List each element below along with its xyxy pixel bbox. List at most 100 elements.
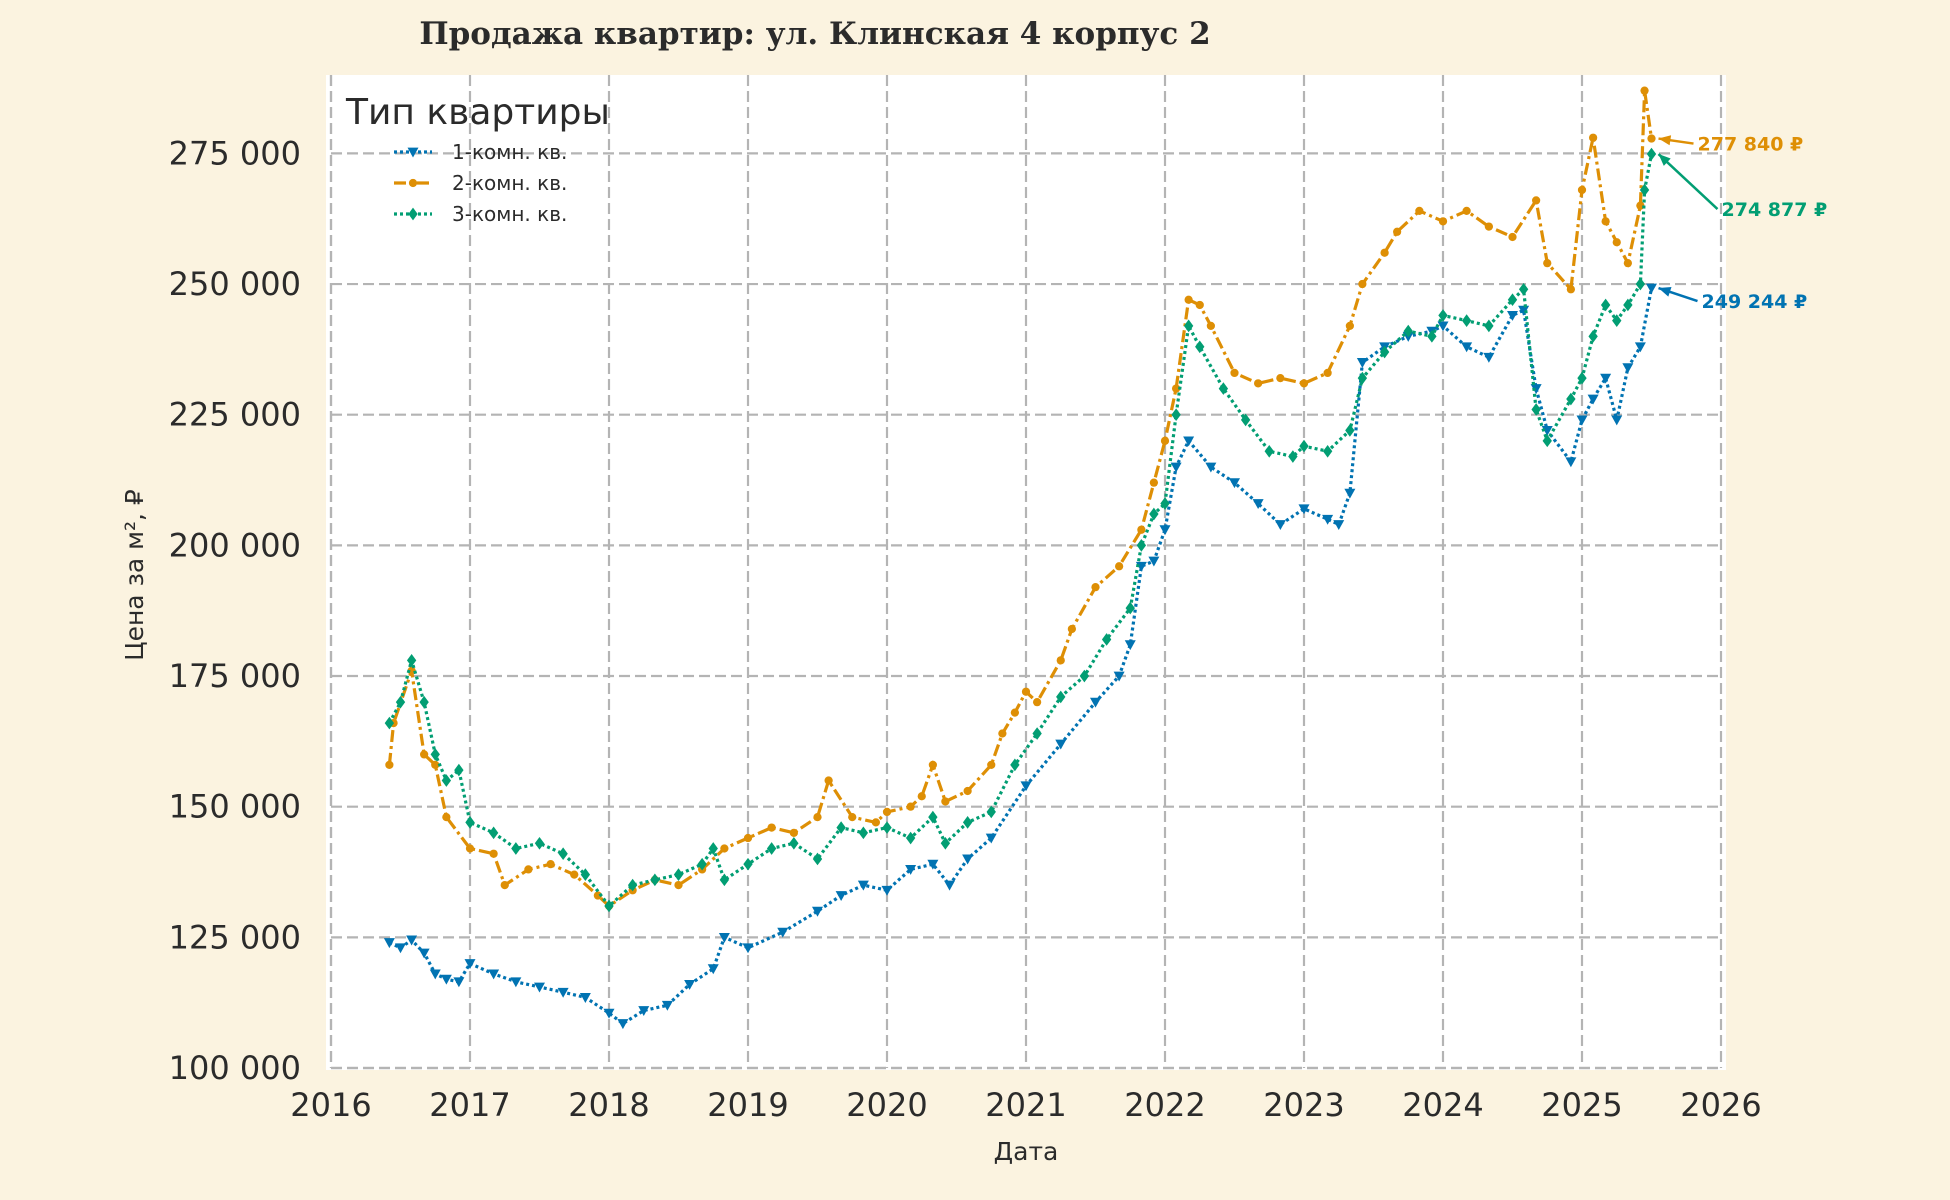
- data-point: [719, 873, 730, 887]
- data-point: [684, 979, 696, 990]
- data-point: [1356, 358, 1368, 368]
- data-point: [1322, 514, 1334, 525]
- data-point: [708, 842, 718, 855]
- data-point: [1576, 415, 1588, 426]
- data-point: [1577, 185, 1587, 195]
- data-point: [1020, 781, 1032, 792]
- data-point: [824, 776, 833, 785]
- data-point: [1623, 298, 1633, 312]
- data-point: [1206, 321, 1215, 330]
- y-axis-title: Цена за м², ₽: [120, 489, 149, 661]
- data-point: [1507, 293, 1518, 307]
- data-point: [1393, 227, 1402, 236]
- data-point: [534, 982, 545, 993]
- data-point: [558, 847, 568, 861]
- data-point: [1542, 434, 1552, 448]
- y-tick-label: 225 000: [169, 396, 301, 434]
- data-point: [1125, 601, 1135, 615]
- legend: Тип квартиры 1-комн. кв. 2-комн. кв. 3-ком…: [345, 92, 610, 226]
- chart-title: Продажа квартир: ул. Клинская 4 корпус 2: [419, 16, 1210, 52]
- data-point: [593, 891, 603, 900]
- data-point: [1136, 539, 1147, 552]
- data-point: [557, 987, 569, 998]
- data-point: [1171, 384, 1181, 393]
- annotation-arrowhead: [1658, 154, 1671, 166]
- data-point: [431, 760, 440, 769]
- y-tick-label: 275 000: [169, 134, 301, 172]
- data-point: [383, 938, 395, 949]
- annotation: 277 840 ₽: [1658, 134, 1803, 156]
- data-point: [1566, 285, 1576, 294]
- data-point: [1647, 134, 1656, 143]
- data-point: [579, 993, 591, 1003]
- data-point: [1565, 457, 1577, 468]
- data-point: [998, 729, 1007, 738]
- data-point: [1379, 345, 1390, 359]
- data-point: [500, 880, 509, 890]
- data-point: [1079, 669, 1090, 683]
- legend-title: Тип квартиры: [345, 92, 610, 133]
- data-point: [1205, 462, 1217, 473]
- data-point: [1010, 708, 1020, 717]
- annotation-label: 274 877 ₽: [1722, 199, 1828, 221]
- data-point: [1299, 439, 1309, 453]
- data-point: [673, 868, 684, 881]
- data-point: [510, 977, 522, 988]
- data-point: [638, 1006, 650, 1017]
- data-point: [789, 836, 799, 850]
- data-point: [1090, 697, 1101, 708]
- data-point: [1171, 408, 1181, 422]
- data-point: [580, 868, 591, 881]
- x-tick-label: 2023: [1263, 1086, 1344, 1124]
- data-point: [488, 969, 500, 980]
- data-point: [813, 813, 822, 822]
- legend-marker: [408, 178, 418, 188]
- axis-lines: [329, 75, 1721, 1070]
- data-point: [489, 849, 498, 858]
- data-point: [1323, 368, 1332, 378]
- data-point: [940, 836, 951, 850]
- data-point: [1333, 520, 1345, 530]
- data-point: [1462, 206, 1471, 216]
- data-point: [627, 878, 638, 892]
- data-point: [440, 974, 452, 985]
- data-point: [1403, 324, 1413, 338]
- data-point: [1345, 424, 1355, 437]
- data-point: [384, 716, 395, 730]
- data-point: [1635, 277, 1646, 291]
- data-point: [1091, 583, 1100, 592]
- legend-marker: [407, 147, 419, 158]
- data-point: [789, 828, 798, 837]
- data-point: [1115, 562, 1124, 571]
- data-point: [465, 844, 475, 853]
- x-tick-label: 2018: [568, 1086, 649, 1124]
- data-point: [1056, 690, 1066, 704]
- data-point: [1010, 758, 1020, 772]
- data-point: [534, 836, 545, 850]
- data-point: [1184, 295, 1193, 304]
- data-point: [603, 1008, 615, 1019]
- data-point: [418, 948, 430, 959]
- data-point: [1518, 282, 1529, 296]
- data-point: [1067, 624, 1076, 634]
- data-point: [511, 842, 521, 855]
- data-point: [1634, 342, 1646, 353]
- data-point: [464, 959, 476, 969]
- data-point: [1612, 238, 1621, 247]
- data-point: [406, 654, 417, 667]
- data-point: [1218, 382, 1229, 395]
- data-point: [986, 805, 996, 819]
- data-point: [1588, 329, 1598, 343]
- data-point: [488, 826, 499, 840]
- data-point: [1345, 321, 1354, 330]
- data-point: [1530, 384, 1542, 395]
- data-point: [881, 885, 893, 896]
- data-point: [1600, 298, 1611, 312]
- x-axis-title: Дата: [994, 1137, 1059, 1166]
- data-point: [1611, 415, 1623, 426]
- series-3: [384, 147, 1657, 913]
- annotation-arrowhead: [1658, 287, 1672, 297]
- data-point: [1032, 698, 1042, 707]
- data-point: [905, 831, 916, 845]
- data-point: [743, 833, 753, 843]
